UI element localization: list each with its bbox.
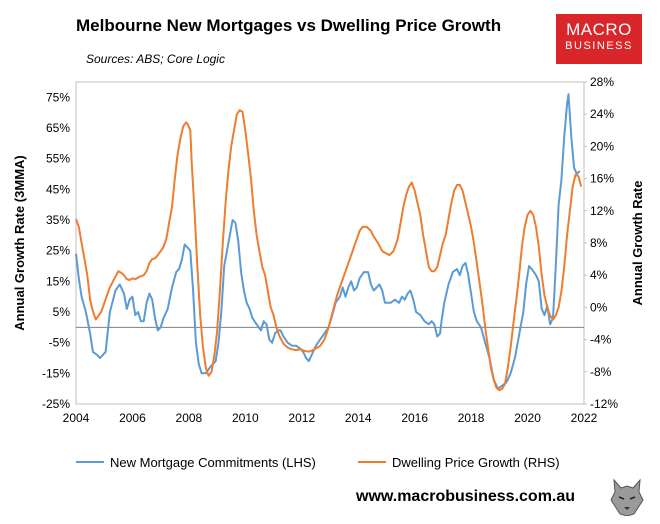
- left-tick-label: -5%: [49, 336, 71, 350]
- right-tick-label: -8%: [590, 365, 612, 379]
- right-tick-label: 20%: [590, 139, 614, 153]
- x-tick-label: 2012: [288, 411, 315, 425]
- x-tick-label: 2008: [176, 411, 203, 425]
- footer-url: www.macrobusiness.com.au: [356, 488, 576, 505]
- left-tick-label: 5%: [53, 305, 71, 319]
- right-tick-label: 16%: [590, 172, 614, 186]
- chart-subtitle: Sources: ABS; Core Logic: [86, 52, 225, 66]
- right-axis-label: Annual Growth Rate: [630, 181, 645, 306]
- series-line-mortgages: [75, 93, 581, 390]
- logo-line-1: MACRO: [566, 20, 632, 39]
- plot-area: [75, 81, 585, 405]
- x-tick-label: 2006: [119, 411, 146, 425]
- left-tick-label: 45%: [46, 182, 70, 196]
- x-tick-label: 2014: [345, 411, 372, 425]
- legend-label-mortgages: New Mortgage Commitments (LHS): [110, 455, 316, 470]
- x-tick-label: 2016: [401, 411, 428, 425]
- logo-line-2: BUSINESS: [565, 40, 633, 52]
- x-tick-label: 2018: [458, 411, 485, 425]
- x-tick-label: 2020: [514, 411, 541, 425]
- series-lines: [75, 93, 583, 392]
- right-tick-label: 28%: [590, 75, 614, 89]
- macrobusiness-logo: MACRO BUSINESS: [556, 14, 642, 64]
- x-axis-ticks: 2004 2006 2008 2010 2012 2014 2016 2018 2020 2022: [63, 411, 598, 425]
- left-axis-ticks: 75% 65% 55% 45% 35% 25% 15% 5% -5% -15% -25%: [42, 90, 70, 411]
- chart-title: Melbourne New Mortgages vs Dwelling Pric…: [76, 16, 502, 35]
- right-tick-label: 12%: [590, 204, 614, 218]
- right-tick-label: 8%: [590, 236, 608, 250]
- right-tick-label: -12%: [590, 397, 618, 411]
- left-tick-label: 35%: [46, 213, 70, 227]
- legend: New Mortgage Commitments (LHS) Dwelling …: [76, 455, 560, 470]
- left-tick-label: -25%: [42, 397, 70, 411]
- x-tick-label: 2010: [232, 411, 259, 425]
- left-axis-label: Annual Growth Rate (3MMA): [12, 155, 27, 331]
- right-axis-ticks: 28% 24% 20% 16% 12% 8% 4% 0% -4% -8% -12%: [584, 75, 618, 411]
- left-tick-label: 65%: [46, 121, 70, 135]
- right-tick-label: 4%: [590, 268, 608, 282]
- left-tick-label: 75%: [46, 90, 70, 104]
- right-tick-label: -4%: [590, 333, 612, 347]
- plot-border: [75, 81, 585, 405]
- series-line-prices: [75, 109, 583, 392]
- right-tick-label: 0%: [590, 300, 608, 314]
- left-tick-label: -15%: [42, 366, 70, 380]
- left-tick-label: 55%: [46, 152, 70, 166]
- x-tick-label: 2022: [571, 411, 598, 425]
- left-tick-label: 25%: [46, 244, 70, 258]
- wolf-icon: [610, 478, 644, 516]
- x-tick-label: 2004: [63, 411, 90, 425]
- legend-label-prices: Dwelling Price Growth (RHS): [392, 455, 560, 470]
- left-tick-label: 15%: [46, 274, 70, 288]
- right-tick-label: 24%: [590, 107, 614, 121]
